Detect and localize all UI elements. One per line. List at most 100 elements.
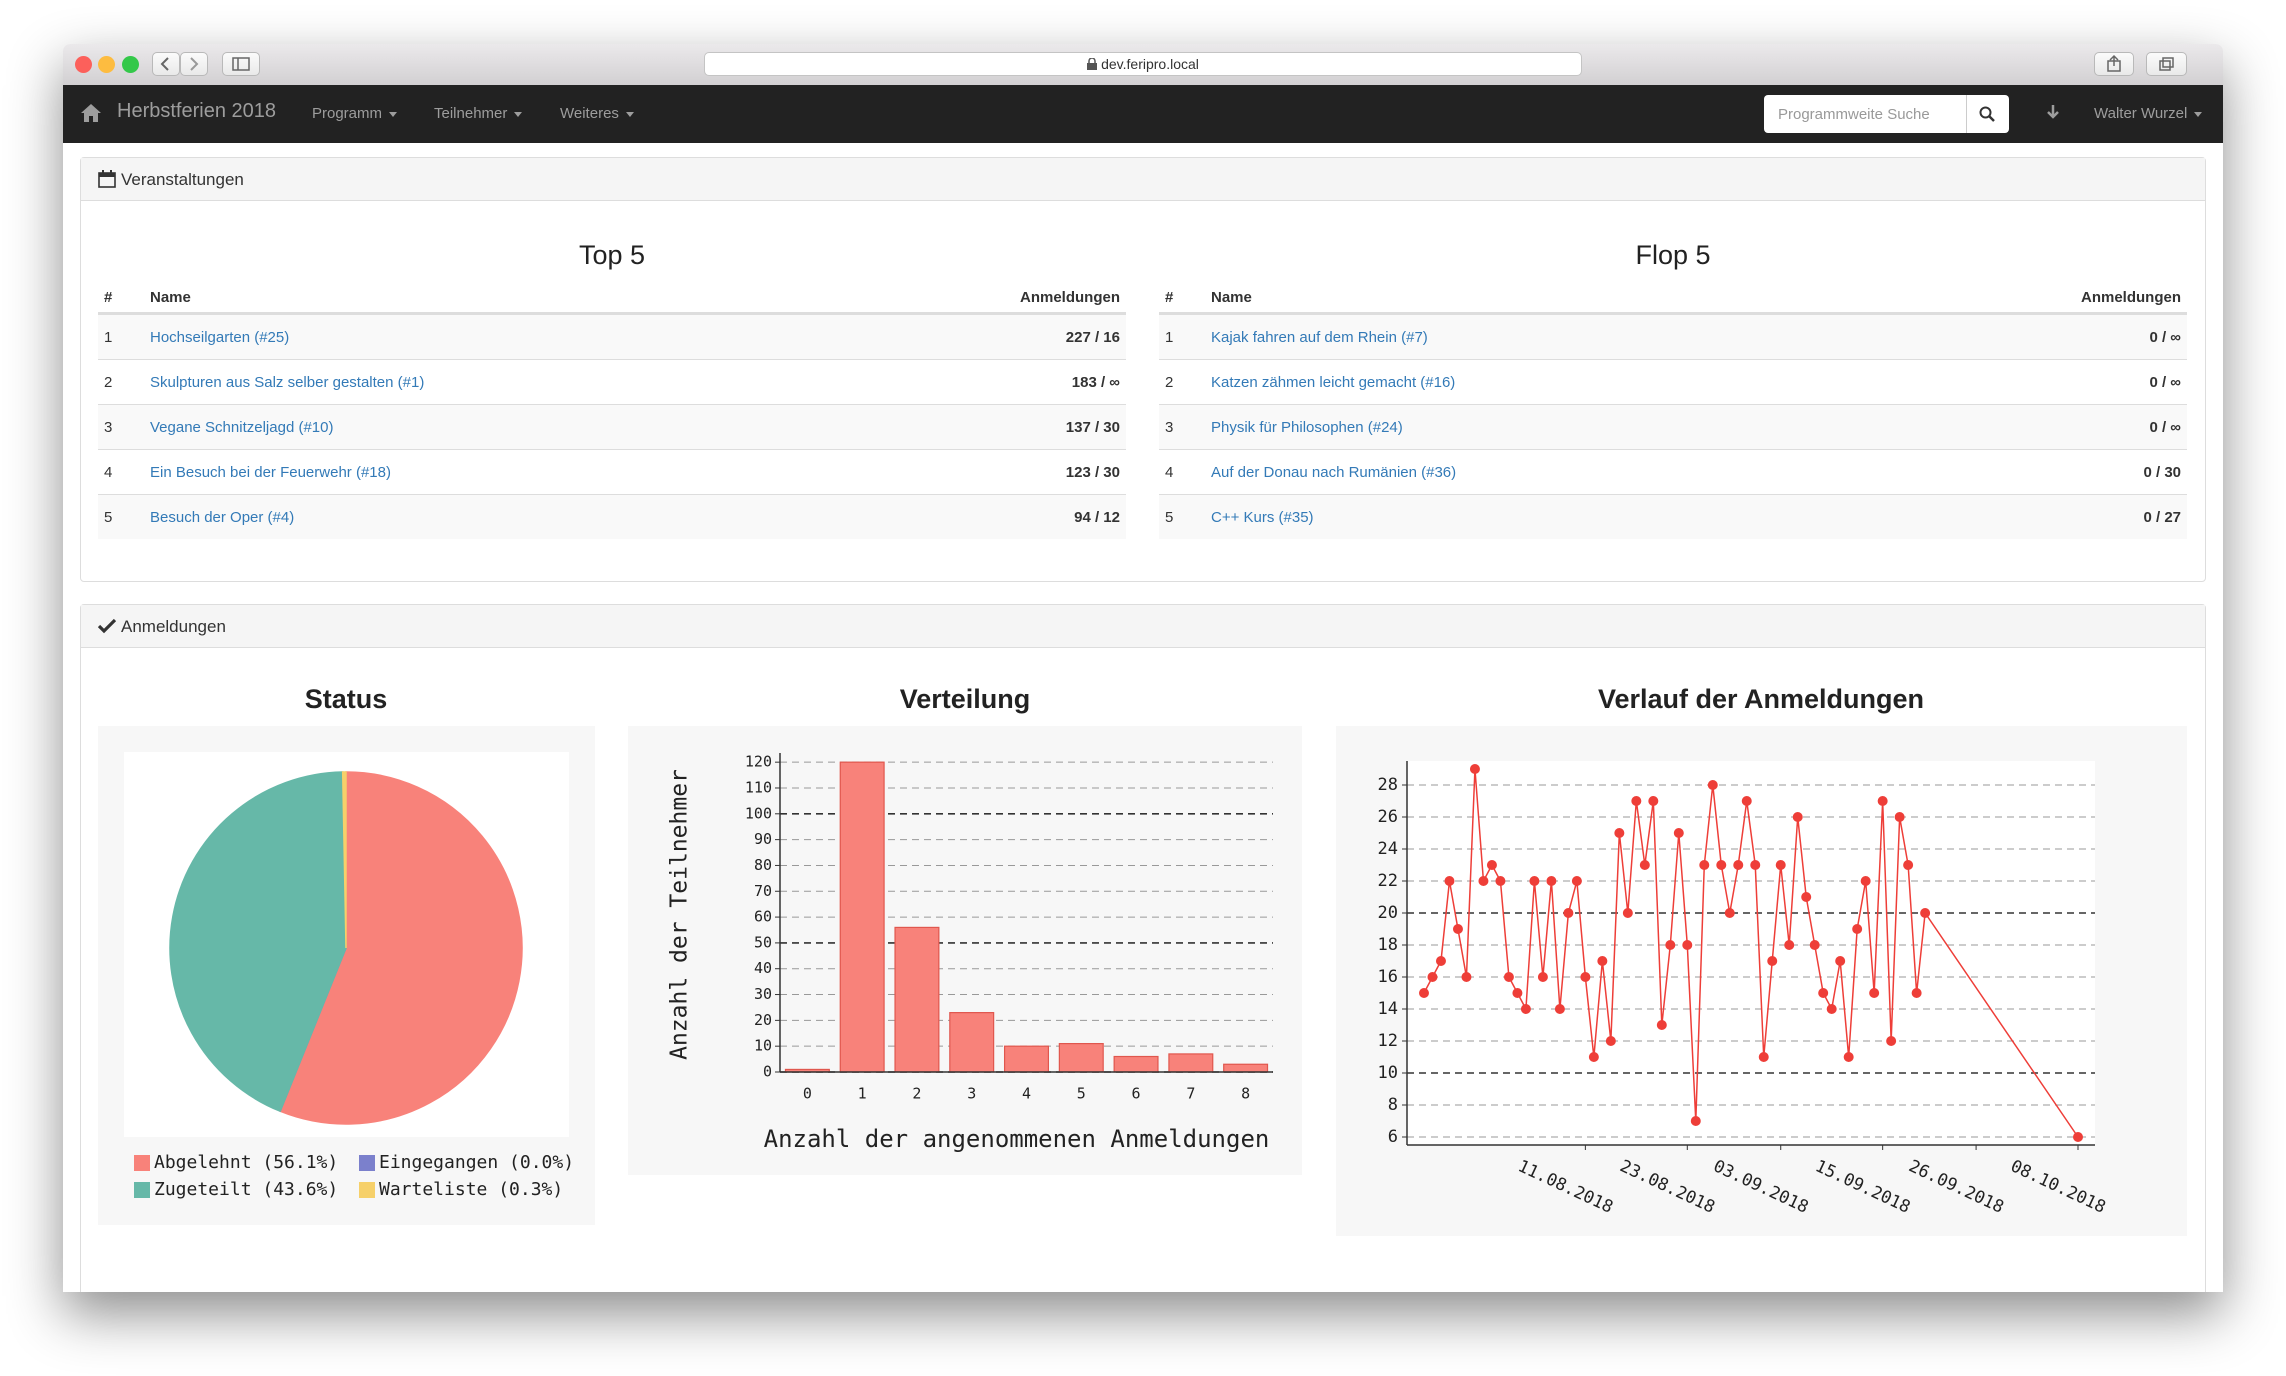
minimize-button[interactable] — [98, 56, 115, 73]
data-point — [1444, 876, 1455, 886]
event-link[interactable]: Skulpturen aus Salz selber gestalten (#1… — [150, 373, 425, 391]
nav-menu[interactable]: Teilnehmer — [434, 105, 522, 122]
bar — [1223, 1063, 1269, 1073]
bar — [1003, 1045, 1050, 1073]
data-point — [1529, 876, 1540, 886]
event-link[interactable]: Vegane Schnitzeljagd (#10) — [150, 418, 334, 436]
data-point — [1750, 860, 1761, 870]
data-point — [1818, 988, 1829, 998]
bar — [1113, 1055, 1159, 1073]
bar — [1058, 1042, 1104, 1073]
y-tick-label: 24 — [1378, 839, 1398, 859]
cell: 5 — [104, 508, 113, 526]
column-header: # — [1165, 289, 1174, 306]
search-box[interactable]: Programmweite Suche — [1764, 95, 2009, 133]
event-link[interactable]: Auf der Donau nach Rumänien (#36) — [1211, 463, 1457, 481]
legend-label: Eingegangen (0.0%) — [379, 1152, 574, 1173]
x-tick-label: 26.09.2018 — [1905, 1156, 2006, 1217]
data-point — [1869, 988, 1880, 998]
data-point — [1554, 1004, 1565, 1014]
browser-window: dev.feripro.local Herbstferien 2018 Prog… — [63, 44, 2223, 1292]
forward-button[interactable] — [180, 52, 208, 76]
legend-swatch — [359, 1182, 375, 1198]
home-icon[interactable] — [80, 103, 102, 123]
event-link[interactable]: Besuch der Oper (#4) — [150, 508, 295, 526]
legend-label: Warteliste (0.3%) — [379, 1179, 563, 1200]
back-button[interactable] — [152, 52, 180, 76]
x-tick-label: 15.09.2018 — [1812, 1156, 1913, 1217]
event-link[interactable]: Katzen zähmen leicht gemacht (#16) — [1211, 373, 1456, 391]
url-text: dev.feripro.local — [1101, 56, 1199, 72]
data-point — [1707, 780, 1718, 790]
cell: 1 — [104, 328, 113, 346]
data-point — [1860, 876, 1871, 886]
user-menu[interactable]: Walter Wurzel — [2094, 105, 2202, 122]
table-row: 1 Hochseilgarten (#25) 227 / 16 — [98, 314, 1126, 359]
event-link[interactable]: Ein Besuch bei der Feuerwehr (#18) — [150, 463, 391, 481]
chart-title: Verteilung — [900, 684, 1031, 714]
legend-swatch — [359, 1155, 375, 1171]
y-tick-label: 0 — [763, 1063, 772, 1081]
page-canvas: dev.feripro.local Herbstferien 2018 Prog… — [63, 44, 2223, 1292]
sidebar-button[interactable] — [222, 52, 260, 76]
x-tick-label: 0 — [803, 1085, 812, 1103]
close-button[interactable] — [75, 56, 92, 73]
event-link[interactable]: Kajak fahren auf dem Rhein (#7) — [1211, 328, 1428, 346]
panel-header: Anmeldungen — [81, 605, 2205, 648]
data-point — [1537, 972, 1548, 982]
series-line — [1423, 768, 2079, 1138]
data-point — [1682, 940, 1693, 950]
table-row: 4 Auf der Donau nach Rumänien (#36) 0 / 30 — [1159, 449, 2187, 494]
chart-title: Verlauf der Anmeldungen — [1598, 684, 1924, 714]
tabs-icon — [2159, 57, 2174, 71]
forward-icon — [190, 57, 199, 71]
column-header: Anmeldungen — [1020, 289, 1120, 306]
data-point — [1605, 1036, 1616, 1046]
data-point — [1894, 812, 1905, 822]
search-icon[interactable] — [1979, 106, 1995, 122]
address-bar[interactable]: dev.feripro.local — [704, 52, 1582, 76]
y-tick-label: 110 — [745, 778, 772, 796]
data-point — [1724, 908, 1735, 918]
data-point — [1665, 940, 1676, 950]
column-header: Anmeldungen — [2081, 289, 2181, 306]
table-row: 2 Katzen zähmen leicht gemacht (#16) 0 / ∞ — [1159, 359, 2187, 404]
event-link[interactable]: Physik für Philosophen (#24) — [1211, 418, 1403, 436]
x-tick-label: 2 — [912, 1085, 921, 1103]
bar — [949, 1012, 995, 1073]
y-tick-label: 26 — [1378, 807, 1398, 827]
x-tick-label: 4 — [1022, 1085, 1031, 1103]
column-header: Name — [1211, 289, 1252, 306]
back-icon — [160, 57, 169, 71]
y-tick-label: 70 — [754, 882, 772, 900]
cell: 0 / ∞ — [2149, 418, 2181, 436]
y-tick-label: 100 — [745, 804, 772, 822]
zoom-button[interactable] — [122, 56, 139, 73]
x-tick-label: 8 — [1241, 1085, 1250, 1103]
nav-menu[interactable]: Programm — [312, 105, 397, 122]
y-tick-label: 18 — [1378, 935, 1398, 955]
x-tick-label: 1 — [858, 1085, 867, 1103]
data-point — [1843, 1052, 1854, 1062]
data-point — [1622, 908, 1633, 918]
data-point — [1512, 988, 1523, 998]
event-link[interactable]: C++ Kurs (#35) — [1211, 508, 1314, 526]
data-point — [1920, 908, 1931, 918]
brand[interactable]: Herbstferien 2018 — [117, 100, 276, 122]
data-point — [1631, 796, 1642, 806]
bar — [1168, 1053, 1214, 1073]
data-point — [1427, 972, 1438, 982]
data-point — [1775, 860, 1786, 870]
tabs-button[interactable] — [2146, 52, 2187, 76]
event-link[interactable]: Hochseilgarten (#25) — [150, 328, 290, 346]
y-tick-label: 30 — [754, 985, 772, 1003]
share-button[interactable] — [2094, 52, 2134, 76]
cell: 94 / 12 — [1074, 508, 1120, 526]
download-icon[interactable] — [2045, 104, 2061, 122]
bar-chart-box — [628, 726, 1302, 1175]
legend-label: Abgelehnt (56.1%) — [154, 1152, 338, 1173]
cell: 2 — [1165, 373, 1174, 391]
data-point — [1571, 876, 1582, 886]
nav-menu[interactable]: Weiteres — [560, 105, 634, 122]
